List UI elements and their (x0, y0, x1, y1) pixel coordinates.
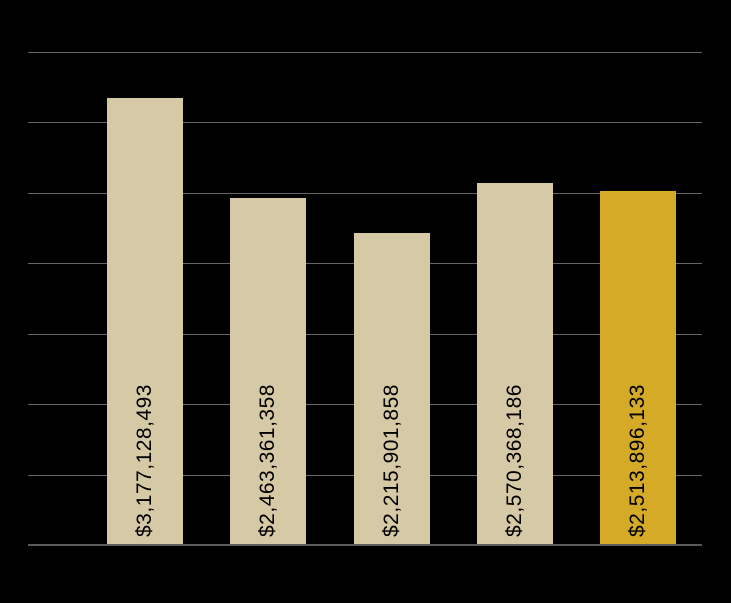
bar: $2,570,368,186 (476, 182, 553, 545)
bar-value-label: $2,513,896,133 (626, 384, 649, 537)
gridline (28, 52, 702, 53)
bar-highlighted: $2,513,896,133 (600, 190, 676, 545)
bar: $3,177,128,493 (107, 97, 183, 545)
bar: $2,215,901,858 (353, 232, 430, 545)
bar-value-label: $2,215,901,858 (379, 384, 403, 537)
gridline (28, 192, 702, 194)
gridline (28, 122, 702, 124)
bar: $2,463,361,358 (230, 198, 307, 545)
bar-value-label: $3,177,128,493 (133, 384, 156, 537)
x-axis-line (28, 544, 702, 546)
bar-value-label: $2,463,361,358 (256, 384, 280, 537)
bar-value-label: $2,570,368,186 (502, 384, 526, 537)
